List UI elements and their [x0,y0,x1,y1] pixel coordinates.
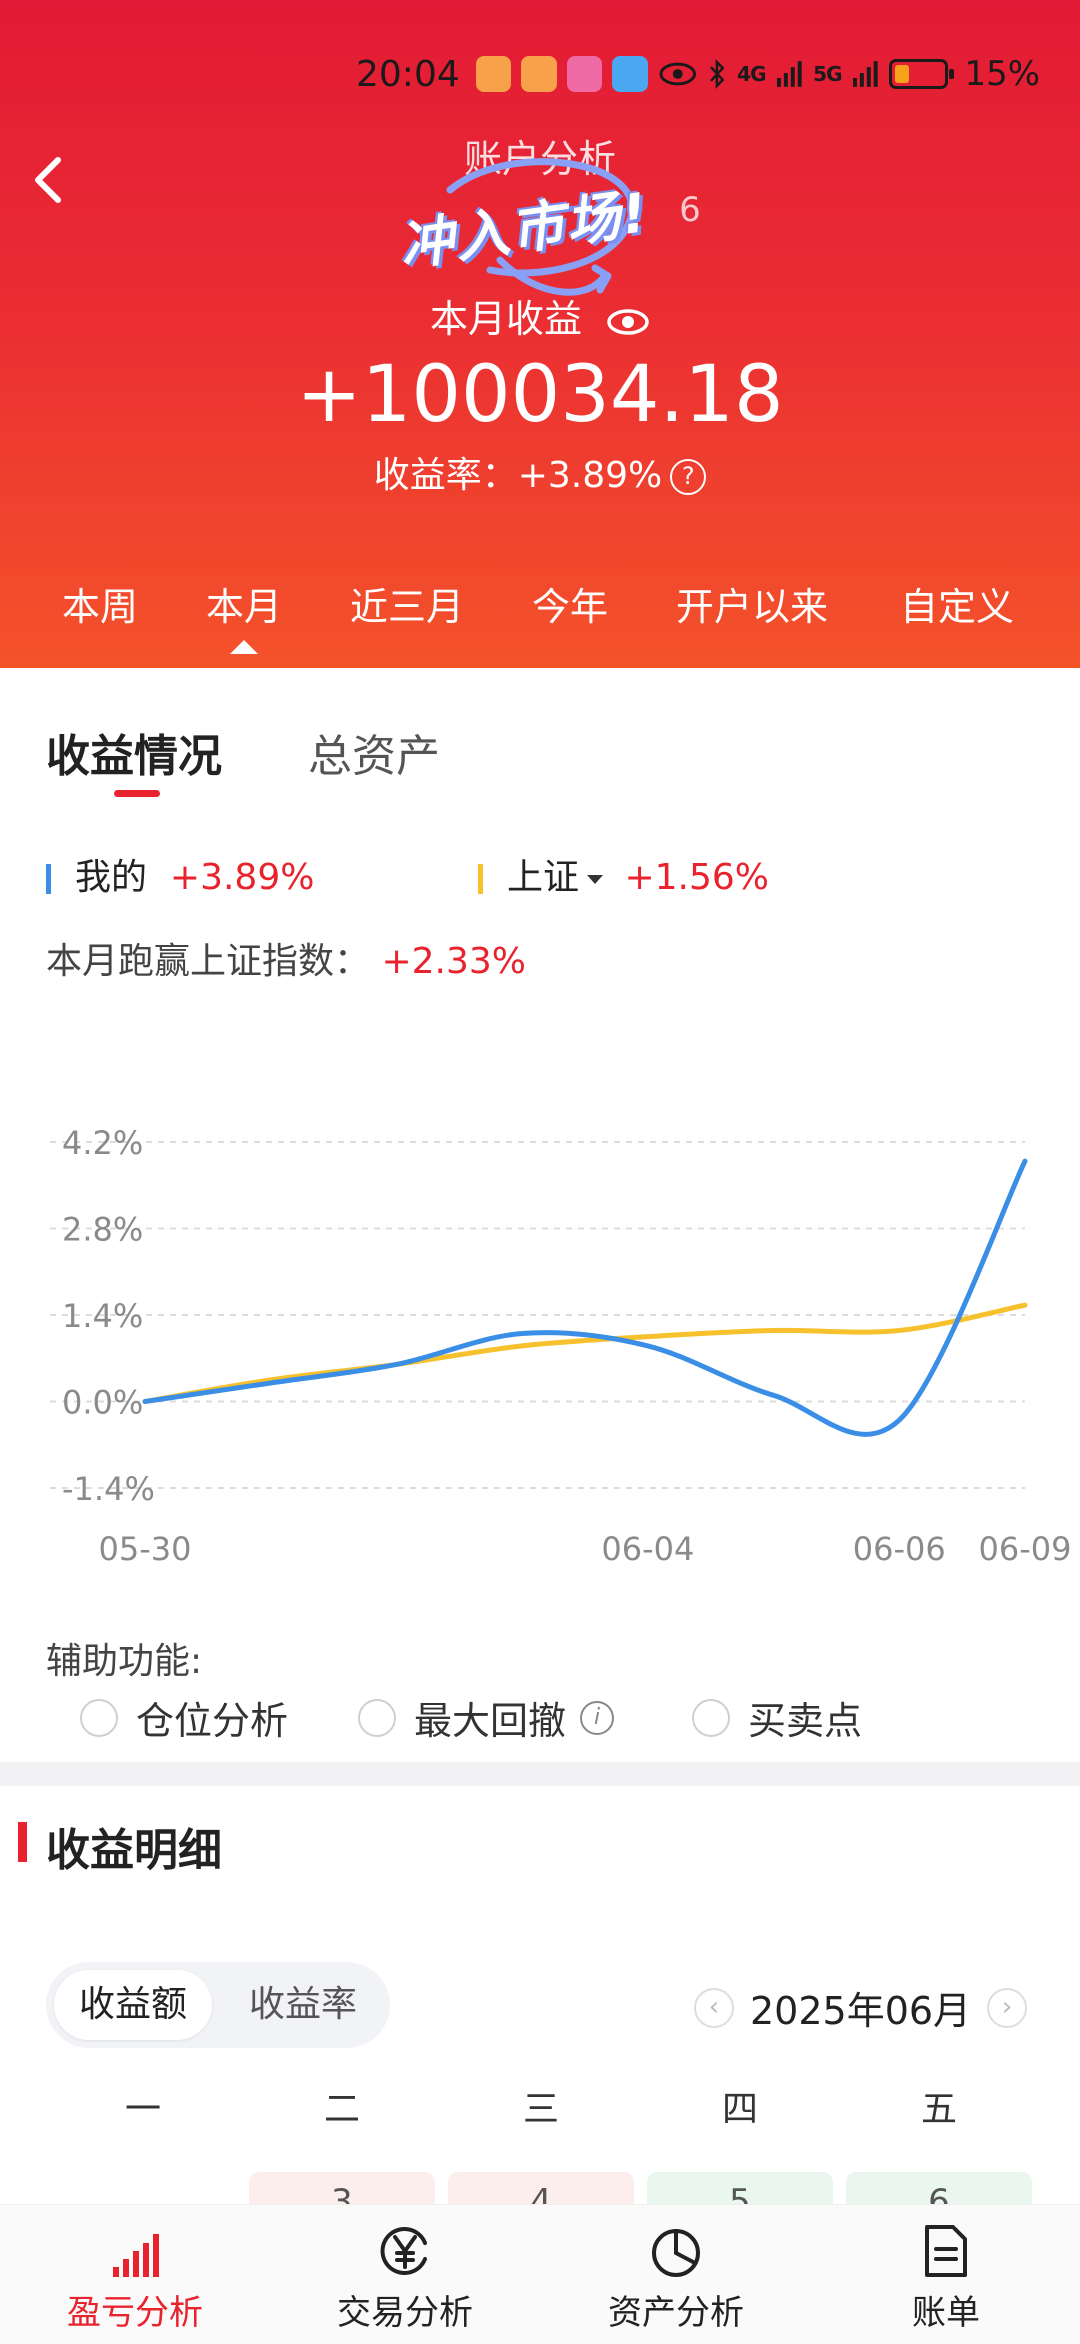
beat-index-text: 本月跑赢上证指数： +2.33% [46,941,526,982]
y-tick-label: 0.0% [62,1384,143,1422]
legend-index[interactable]: 上证 +1.56% [478,848,769,900]
battery-icon [889,59,955,89]
x-tick-label: 06-06 [853,1530,946,1568]
prev-month-icon[interactable]: ‹ [694,1987,734,2028]
signal-icon [776,61,802,87]
legend-mine: 我的 +3.89% [46,848,314,900]
dropdown-caret-icon[interactable] [587,874,604,884]
earnings-line-chart[interactable]: 4.2% 2.8% 1.4% 0.0% -1.4% 05-30 06-04 06-06 06-0… [0,1100,1080,1580]
tab-underline [114,790,160,797]
radio-icon[interactable] [692,1698,730,1737]
aux-title: 辅助功能: [46,1641,203,1682]
period-tab-year[interactable]: 今年 [532,585,609,629]
series-line-index [142,1302,1028,1404]
tab-total-assets[interactable]: 总资产 [308,731,440,782]
network-5g-icon: 5G [813,62,842,86]
header: 20:04 4G 5G 15% 账户分析 6 冲入市场! 本月收益 +10003… [0,0,1080,668]
document-icon [925,2225,967,2277]
weekday-wed: 三 [522,2089,559,2130]
yen-circle-icon [380,2227,427,2275]
y-tick-label: 1.4% [62,1297,143,1335]
account-subtitle: 6 [679,190,701,230]
detail-title: 收益明细 [46,1825,222,1876]
month-navigator: ‹ 2025年06月 › [694,1980,1028,2035]
weekday-tue: 二 [323,2089,360,2130]
detail-segment-control: 收益额 收益率 [46,1962,390,2048]
period-tab-month[interactable]: 本月 [206,576,282,654]
tab-earnings[interactable]: 收益情况 [46,731,222,782]
x-tick-label: 05-30 [99,1530,192,1568]
nav-bills[interactable]: 账单 [846,2205,1046,2334]
video-app-icon [566,56,603,92]
network-4g-icon: 4G [737,62,766,86]
aux-option-trade-points[interactable]: 买卖点 [692,1690,862,1745]
profit-rate: 收益率：+3.89%? [0,446,1080,498]
eye-toggle-icon[interactable] [606,307,650,337]
nav-asset-analysis[interactable]: 资产分析 [576,2205,776,2334]
battery-percent: 15% [964,54,1041,94]
section-divider [0,1762,1080,1786]
nav-trade-analysis[interactable]: 交易分析 [305,2205,505,2334]
nav-profit-analysis[interactable]: 盈亏分析 [35,2205,235,2334]
month-profit-label: 本月收益 [0,288,1080,343]
app-notification-icon [475,56,512,92]
series-line-mine [142,1158,1028,1437]
aux-option-position[interactable]: 仓位分析 [80,1690,288,1745]
x-tick-label: 06-04 [601,1530,694,1568]
sticker-swirl-icon [446,158,636,296]
x-tick-label: 06-09 [979,1530,1072,1568]
back-arrow-icon[interactable] [20,150,80,210]
y-tick-label: 4.2% [62,1124,143,1162]
period-tab-since-open[interactable]: 开户以来 [676,585,829,629]
bottom-navigation: 盈亏分析 交易分析 资产分析 账单 [0,2204,1080,2344]
period-tabs: 本周 本月 近三月 今年 开户以来 自定义 [0,576,1080,654]
eye-icon [659,62,696,86]
bar-chart-icon [113,2234,159,2277]
status-time: 20:04 [356,53,460,95]
pie-chart-icon [652,2229,700,2277]
profit-value: +100034.18 [296,350,784,440]
signal-icon [852,61,878,87]
weather-app-icon [612,56,648,92]
period-tab-week[interactable]: 本周 [62,585,139,629]
app-notification-icon [521,56,557,92]
y-tick-label: -1.4% [62,1470,155,1508]
segment-rate[interactable]: 收益率 [248,1984,357,2025]
segment-amount[interactable]: 收益额 [54,1970,212,2040]
period-tab-custom[interactable]: 自定义 [900,585,1015,629]
detail-accent-bar [18,1822,27,1862]
weekday-thu: 四 [721,2089,758,2130]
weekday-header: 一 二 三 四 五 [0,2080,1080,2130]
next-month-icon[interactable]: › [987,1987,1028,2028]
status-bar: 20:04 4G 5G 15% [356,52,1040,96]
radio-icon[interactable] [80,1698,118,1737]
help-icon[interactable]: ? [670,459,707,495]
y-tick-label: 2.8% [62,1211,143,1249]
aux-option-max-drawdown[interactable]: 最大回撤 i [358,1690,615,1745]
period-tab-three-months[interactable]: 近三月 [350,585,465,629]
radio-icon[interactable] [358,1698,396,1737]
current-month[interactable]: 2025年06月 [750,1989,972,2033]
info-icon[interactable]: i [580,1700,615,1735]
weekday-fri: 五 [920,2089,957,2130]
weekday-mon: 一 [124,2089,161,2130]
bluetooth-icon [710,59,725,89]
